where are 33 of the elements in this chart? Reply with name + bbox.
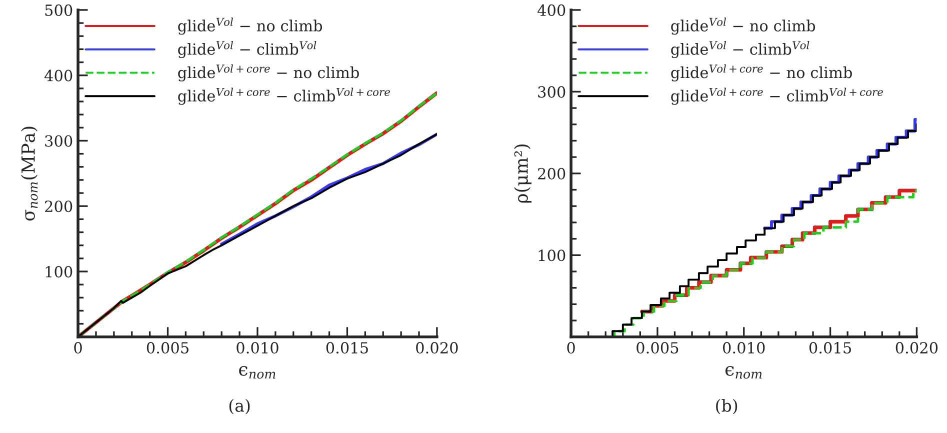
x-axis-title: ϵ$_{nom}$ [239, 366, 276, 379]
legend-label: glide$^{Vol}$ − no climb [671, 18, 816, 35]
x-tick-label: 0.020 [416, 342, 458, 354]
y-tick-label: 300 [45, 135, 72, 147]
legend-label: glide$^{Vol}$ − climb$^{Vol}$ [178, 40, 316, 58]
x-tick-label: 0.020 [896, 342, 938, 354]
x-axis-title: ϵ$_{nom}$ [725, 366, 762, 379]
y-tick-label: 200 [45, 200, 72, 212]
legend-label: glide$^{Vol+core}$ − climb$^{Vol+core}$ [671, 88, 883, 105]
text: (b) [716, 398, 738, 414]
y-tick-label: 400 [44, 70, 72, 82]
y-tick-label: 200 [538, 168, 566, 180]
x-tick-label: 0 [567, 342, 575, 354]
y-tick-label: 100 [538, 250, 566, 262]
y-tick-label: 500 [45, 4, 72, 16]
y-axis-title: σ$_{nom}$(MPa) [20, 126, 38, 221]
x-tick-label: 0.005 [636, 342, 678, 354]
legend-label: glide$^{Vol+core}$ − no climb [671, 64, 852, 82]
legend-label: glide$^{Vol+core}$ − no climb [178, 64, 359, 82]
y-tick-label: 300 [538, 86, 566, 98]
text: (a) [229, 398, 250, 414]
x-tick-label: 0.015 [326, 342, 368, 354]
x-tick-label: 0.015 [809, 342, 851, 354]
legend-label: glide$^{Vol}$ − climb$^{Vol}$ [671, 40, 810, 58]
legend-label: glide$^{Vol+core}$ − climb$^{Vol+core}$ [178, 88, 390, 105]
x-tick-label: 0 [74, 342, 82, 354]
x-tick-label: 0.010 [723, 342, 765, 354]
y-tick-label: 400 [537, 4, 566, 16]
y-tick-label: 100 [46, 266, 72, 278]
legend-label: glide$^{Vol}$ − no climb [178, 18, 322, 35]
y-axis-title: ρ(μm²) [514, 144, 532, 203]
x-tick-label: 0.010 [236, 342, 278, 354]
x-tick-label: 0.005 [146, 342, 188, 354]
